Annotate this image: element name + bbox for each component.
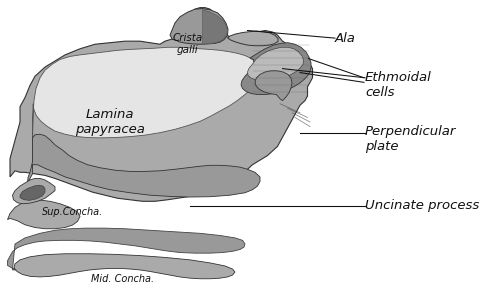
Text: Crista
galli: Crista galli (172, 34, 203, 55)
Text: Lamina
papyracea: Lamina papyracea (75, 108, 145, 136)
Polygon shape (170, 9, 228, 44)
Polygon shape (8, 228, 245, 270)
Polygon shape (228, 31, 278, 46)
Text: Uncinate process: Uncinate process (365, 199, 479, 212)
Polygon shape (248, 47, 304, 81)
Text: Mid. Concha.: Mid. Concha. (91, 274, 154, 284)
Text: Sup.Concha.: Sup.Concha. (42, 207, 103, 217)
Polygon shape (255, 71, 292, 101)
Polygon shape (20, 185, 45, 200)
Polygon shape (8, 200, 80, 229)
Polygon shape (241, 43, 311, 95)
Polygon shape (32, 47, 262, 162)
Polygon shape (28, 134, 260, 197)
Polygon shape (14, 254, 235, 279)
Text: Perpendicular
plate: Perpendicular plate (365, 125, 456, 153)
Polygon shape (10, 8, 312, 201)
Polygon shape (202, 10, 228, 44)
Text: Ala: Ala (335, 32, 356, 45)
Polygon shape (12, 178, 55, 204)
Text: Ethmoidal
cells: Ethmoidal cells (365, 71, 432, 99)
